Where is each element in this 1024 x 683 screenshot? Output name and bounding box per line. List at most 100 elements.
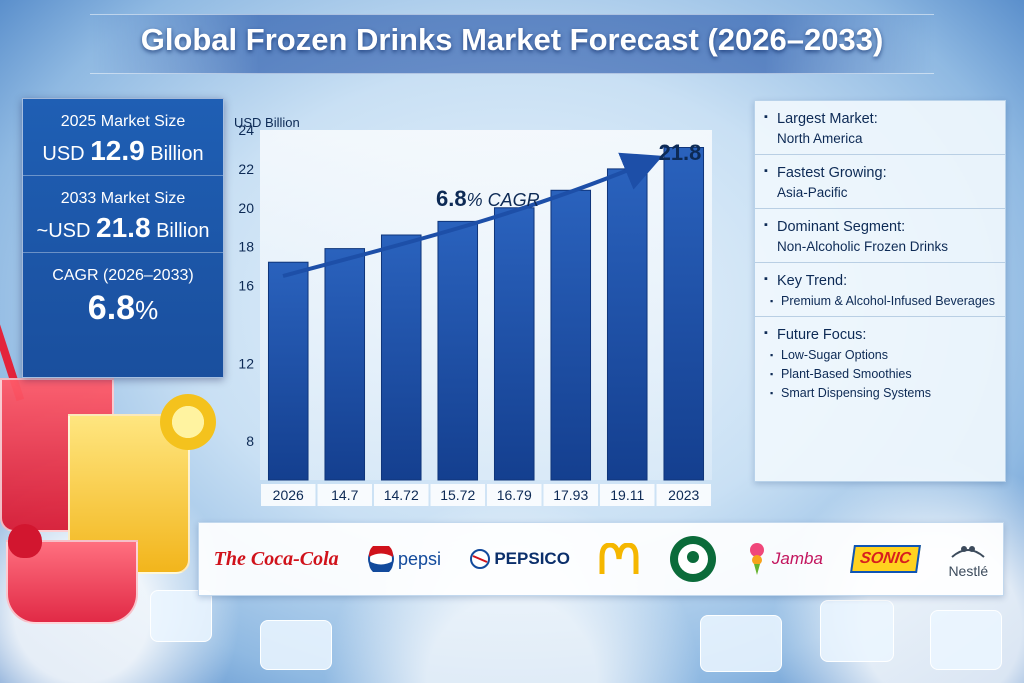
jamba-swirl-icon [749, 543, 764, 575]
brand-name: Nestlé [948, 563, 989, 579]
x-tick-label: 2023 [668, 487, 699, 503]
jamba-logo: Jamba [746, 542, 823, 576]
stat-label: 2033 Market Size [60, 190, 186, 207]
end-value-label: 21.8 [659, 140, 702, 165]
bar-6 [606, 168, 648, 481]
bar-5 [550, 189, 592, 481]
bar-chart-svg: 8 12 16 18 20 22 24 2026 14.7 14.72 15.72 16.79 17.… [234, 115, 712, 506]
brand-name: pepsi [397, 548, 442, 569]
y-axis-label: USD Billion [234, 115, 300, 130]
bar-1 [324, 248, 366, 481]
x-tick-label: 14.72 [384, 487, 419, 503]
brand-name: PEPSICO [494, 549, 570, 568]
pepsico-globe-icon [470, 549, 491, 569]
stat-number: 12.9 [90, 135, 145, 166]
stat-value: USD 12.9 Billion [29, 135, 217, 167]
x-tick-label: 14.7 [331, 487, 358, 503]
insight-item: Future Focus: Low-Sugar Options Plant-Base… [755, 317, 1005, 408]
coca-cola-logo: The Coca-Cola [214, 548, 339, 571]
insight-detail: North America [777, 131, 863, 146]
insight-item: Key Trend: Premium & Alcohol-Infused Beve… [755, 263, 1005, 317]
stat-suffix: Billion [150, 143, 204, 165]
y-tick-label: 12 [238, 355, 254, 371]
x-label-box [487, 484, 542, 506]
y-tick-label: 20 [238, 200, 254, 216]
insight-subitem: Premium & Alcohol-Infused Beverages [770, 294, 995, 308]
mcdonalds-logo [599, 543, 639, 575]
stat-label: 2025 Market Size [60, 113, 186, 130]
insight-subitem: Smart Dispensing Systems [770, 386, 995, 400]
insight-heading: Largest Market: [777, 111, 995, 127]
bar-7 [663, 147, 705, 481]
brand-name: SONIC [859, 550, 913, 567]
y-tick-label: 18 [238, 239, 254, 255]
pepsi-logo: pepsi [367, 546, 442, 572]
strawberry-image [8, 524, 42, 558]
y-tick-label: 22 [238, 161, 254, 177]
bar-3 [437, 220, 479, 481]
y-tick-label: 16 [238, 278, 254, 294]
stat-label: CAGR (2026–2033) [52, 267, 194, 284]
stat-cagr: CAGR (2026–2033) 6.8% [23, 253, 223, 336]
stat-2025-market-size: 2025 Market Size USD 12.9 Billion [23, 99, 223, 176]
market-forecast-chart: 8 12 16 18 20 22 24 2026 14.7 14.72 15.72 16.79 17.… [228, 100, 714, 517]
y-tick-label: 24 [238, 122, 254, 138]
stat-2033-market-size: 2033 Market Size ~USD 21.8 Billion [23, 176, 223, 253]
x-label-box [374, 484, 429, 506]
insight-item: Largest Market: North America [755, 101, 1005, 155]
page-title: Global Frozen Drinks Market Forecast (20… [140, 22, 884, 57]
insight-heading: Fastest Growing: [777, 165, 995, 181]
cagr-value: 6.8 [436, 186, 467, 211]
ice-cube-image [930, 610, 1002, 670]
stat-suffix: % [135, 295, 159, 325]
ice-cube-image [260, 620, 332, 670]
insight-detail: Non-Alcoholic Frozen Drinks [777, 239, 949, 254]
starbucks-siren-icon [669, 536, 716, 582]
insight-heading: Key Trend: [777, 273, 995, 289]
brand-name: The Coca-Cola [213, 547, 339, 570]
x-label-box [430, 484, 485, 506]
ice-cube-image [820, 600, 894, 662]
brand-name: Jamba [771, 549, 823, 568]
starbucks-logo [669, 535, 717, 583]
title-band [90, 14, 934, 74]
stat-value: 6.8% [29, 289, 217, 328]
brand-logos-strip: The Coca-Cola pepsi PEPSICO Jamba SONIC … [198, 522, 1004, 596]
cagr-label: % CAGR [467, 190, 540, 210]
stat-number: 21.8 [96, 212, 151, 243]
nestle-nest-icon [951, 546, 985, 558]
insight-subitem: Low-Sugar Options [770, 348, 995, 362]
sonic-logo: SONIC [850, 545, 921, 573]
pepsico-logo: PEPSICO [470, 549, 570, 569]
golden-arches-icon [599, 543, 639, 574]
x-label-box [261, 484, 316, 506]
stat-prefix: USD [42, 143, 85, 165]
stat-value: ~USD 21.8 Billion [29, 212, 217, 244]
insight-detail: Asia-Pacific [777, 185, 848, 200]
x-label-box [543, 484, 598, 506]
insight-heading: Future Focus: [777, 327, 995, 343]
nestle-logo: Nestlé [948, 539, 988, 579]
stat-number: 6.8 [87, 289, 136, 327]
bar-2 [380, 234, 422, 481]
market-insights-panel: Largest Market: North America Fastest Grow… [754, 100, 1006, 482]
stat-suffix: Billion [156, 220, 210, 242]
market-stats-panel: 2025 Market Size USD 12.9 Billion 2033 M… [22, 98, 224, 378]
x-label-box [317, 484, 372, 506]
x-label-box [600, 484, 655, 506]
insight-subitem: Plant-Based Smoothies [770, 367, 995, 381]
trend-arrow [282, 152, 663, 278]
stat-prefix: ~USD [36, 220, 91, 242]
insight-item: Dominant Segment: Non-Alcoholic Frozen Dr… [755, 209, 1005, 263]
x-tick-label: 16.79 [497, 487, 532, 503]
insight-heading: Dominant Segment: [777, 219, 995, 235]
insight-item: Fastest Growing: Asia-Pacific [755, 155, 1005, 209]
x-tick-label: 15.72 [440, 487, 475, 503]
x-tick-label: 17.93 [553, 487, 588, 503]
y-tick-label: 8 [246, 433, 254, 449]
bar-4 [493, 207, 535, 481]
cagr-annotation: 6.8% CAGR [436, 186, 540, 211]
pepsi-globe-icon [367, 546, 394, 572]
lemon-slice-image [160, 394, 216, 450]
ice-cube-image [700, 615, 782, 672]
